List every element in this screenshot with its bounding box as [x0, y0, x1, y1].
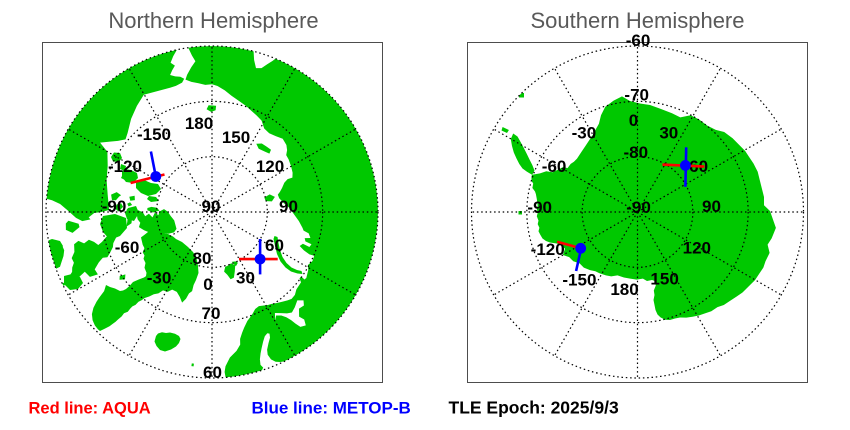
svg-text:30: 30 [659, 124, 678, 143]
svg-text:-90: -90 [102, 197, 127, 216]
svg-text:120: 120 [683, 238, 711, 257]
svg-text:0: 0 [629, 111, 638, 130]
svg-text:180: 180 [185, 114, 213, 133]
svg-text:-30: -30 [572, 124, 597, 143]
svg-text:70: 70 [202, 304, 221, 323]
svg-text:0: 0 [203, 275, 212, 294]
svg-text:Red line: AQUA: Red line: AQUA [29, 399, 151, 417]
svg-text:-30: -30 [147, 269, 172, 288]
svg-text:150: 150 [650, 270, 678, 289]
svg-text:90: 90 [702, 197, 721, 216]
svg-text:60: 60 [203, 363, 222, 382]
svg-text:-80: -80 [624, 143, 649, 162]
svg-text:80: 80 [193, 249, 212, 268]
svg-text:-150: -150 [137, 125, 171, 144]
svg-text:90: 90 [202, 197, 221, 216]
svg-text:-120: -120 [108, 157, 142, 176]
svg-text:120: 120 [256, 157, 284, 176]
svg-text:TLE Epoch: 2025/9/3: TLE Epoch: 2025/9/3 [449, 397, 619, 417]
svg-text:-60: -60 [542, 157, 567, 176]
svg-text:-70: -70 [624, 86, 649, 105]
svg-text:-90: -90 [626, 198, 651, 217]
svg-text:90: 90 [279, 197, 298, 216]
svg-text:150: 150 [222, 128, 250, 147]
svg-text:Southern Hemisphere: Southern Hemisphere [530, 8, 744, 33]
svg-text:-60: -60 [626, 31, 651, 50]
svg-text:60: 60 [265, 236, 284, 255]
svg-text:-90: -90 [527, 198, 552, 217]
svg-text:-60: -60 [115, 238, 140, 257]
svg-text:180: 180 [610, 280, 638, 299]
svg-text:30: 30 [236, 269, 255, 288]
svg-text:-150: -150 [562, 270, 596, 289]
svg-text:Blue line: METOP-B: Blue line: METOP-B [252, 398, 411, 417]
svg-text:Northern Hemisphere: Northern Hemisphere [108, 8, 318, 33]
svg-text:-120: -120 [531, 240, 565, 259]
